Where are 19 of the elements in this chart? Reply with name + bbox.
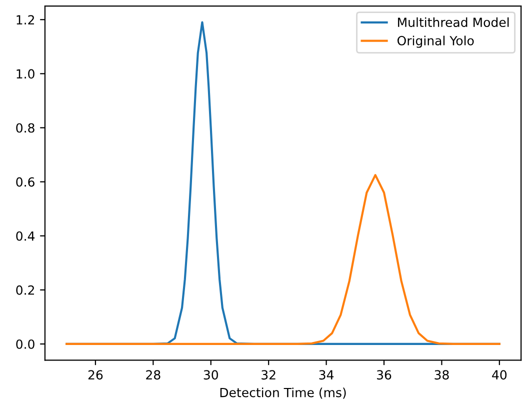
line-series xyxy=(66,174,500,346)
x-axis-title: Detection Time (ms) xyxy=(220,388,346,399)
x-tick-label: 26 xyxy=(88,370,103,380)
y-tick-label: 1.2 xyxy=(16,15,34,24)
x-tick-label: 28 xyxy=(146,370,160,380)
x-tick-label: 40 xyxy=(492,370,507,380)
y-tick-label: 0.0 xyxy=(16,339,34,349)
x-tick-label: 30 xyxy=(204,370,218,380)
x-tick-label: 34 xyxy=(319,370,334,380)
y-tick-label: 0.2 xyxy=(16,285,34,295)
x-tick-label: 36 xyxy=(377,370,392,380)
y-tick-label: 0.4 xyxy=(16,231,35,241)
x-tick-label: 32 xyxy=(262,370,276,380)
y-tick-label: 1.0 xyxy=(16,69,34,79)
legend-label: Multithread Model xyxy=(398,17,509,28)
y-tick-label: 0.6 xyxy=(16,177,34,187)
x-tick-label: 38 xyxy=(434,370,449,380)
y-tick-label: 0.8 xyxy=(16,123,34,133)
legend-label: Original Yolo xyxy=(397,36,474,48)
